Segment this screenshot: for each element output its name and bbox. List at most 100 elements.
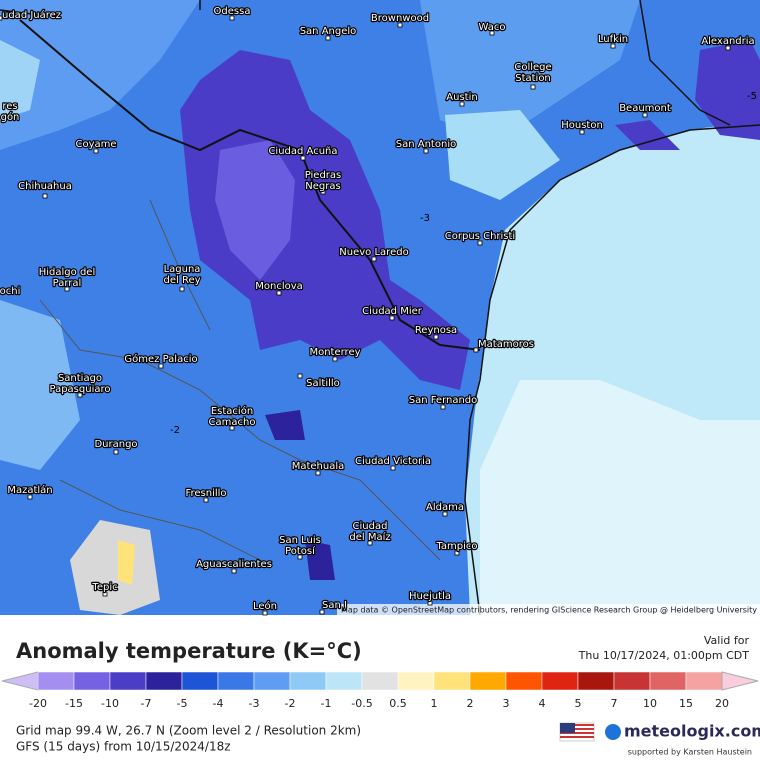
legend-cell bbox=[325, 671, 363, 691]
legend-tick: -5 bbox=[177, 697, 188, 710]
place-label: Matamoros bbox=[478, 339, 534, 350]
legend-cell bbox=[469, 671, 507, 691]
place-dot bbox=[367, 540, 373, 546]
support: supported by Karsten Haustein bbox=[628, 748, 752, 757]
place-label: Aldama bbox=[426, 502, 464, 513]
legend-cell bbox=[37, 671, 75, 691]
legend-tick: 4 bbox=[539, 697, 546, 710]
sea bbox=[480, 380, 760, 615]
place-dot bbox=[229, 15, 235, 21]
place-label: Houston bbox=[561, 120, 603, 131]
border bbox=[0, 0, 731, 126]
place-label: Potosí bbox=[285, 545, 316, 557]
legend-tick: -0.5 bbox=[351, 697, 372, 710]
place-label: Fresnillo bbox=[185, 488, 226, 499]
legend-tick: -20 bbox=[29, 697, 47, 710]
place-label: Odessa bbox=[214, 6, 251, 17]
legend-cell bbox=[73, 671, 111, 691]
place-dot bbox=[231, 568, 237, 574]
place-dot bbox=[442, 511, 448, 517]
model-info: GFS (15 days) from 10/15/2024/18z bbox=[16, 740, 231, 754]
contour-label: -3 bbox=[420, 213, 430, 224]
legend-cell bbox=[145, 671, 183, 691]
legend-tick: 7 bbox=[611, 697, 618, 710]
legend-arrow bbox=[721, 671, 759, 691]
place-label: Lufkin bbox=[598, 34, 628, 45]
place-dot bbox=[0, 15, 3, 21]
attribution: Map data © OpenStreetMap contributors, r… bbox=[341, 606, 757, 615]
place-label: San J bbox=[322, 600, 347, 611]
place-dot bbox=[423, 148, 429, 154]
legend-tick: -10 bbox=[101, 697, 119, 710]
place-label: San Antonio bbox=[396, 139, 456, 150]
place-dot bbox=[319, 609, 325, 615]
place-label: Tepic bbox=[91, 582, 117, 593]
place-label: Laguna bbox=[164, 264, 201, 275]
place-dot bbox=[102, 591, 108, 597]
place-label: Chihuahua bbox=[18, 181, 72, 192]
place-dot bbox=[477, 240, 483, 246]
place-label: Alexandria bbox=[701, 36, 754, 47]
place-dot bbox=[325, 35, 331, 41]
brand: meteologix.com bbox=[624, 722, 760, 741]
place-label: Austin bbox=[446, 92, 477, 103]
place-label: ochi bbox=[0, 286, 20, 297]
place-label: Waco bbox=[479, 22, 506, 33]
place-dot bbox=[433, 334, 439, 340]
place-label: del Rey bbox=[163, 275, 200, 286]
legend-tick: 20 bbox=[715, 697, 729, 710]
place-label: Reynosa bbox=[415, 325, 457, 336]
legend-tick: 2 bbox=[467, 697, 474, 710]
legend-tick: -1 bbox=[321, 697, 332, 710]
legend-title: Anomaly temperature (K=°C) bbox=[16, 639, 362, 663]
legend-cell bbox=[433, 671, 471, 691]
cold-anomaly bbox=[615, 120, 680, 150]
valid-time: Thu 10/17/2024, 01:00pm CDT bbox=[578, 649, 750, 662]
map bbox=[0, 0, 760, 616]
cold-anomaly bbox=[215, 140, 295, 280]
place-label: Ciudad Mier bbox=[362, 306, 423, 317]
place-label: Coyame bbox=[75, 139, 116, 150]
legend-tick: 10 bbox=[643, 697, 657, 710]
place-dot bbox=[42, 193, 48, 199]
place-dot bbox=[27, 494, 33, 500]
legend-tick: 0.5 bbox=[389, 697, 407, 710]
place-label: Brownwood bbox=[371, 13, 429, 24]
legend-cell bbox=[541, 671, 579, 691]
place-label: del Maíz bbox=[349, 531, 390, 543]
place-dot bbox=[229, 425, 235, 431]
terrain bbox=[445, 110, 560, 200]
terrain bbox=[0, 0, 200, 150]
place-dot bbox=[332, 356, 338, 362]
place-label: Nuevo Laredo bbox=[339, 247, 408, 258]
place-label: Ciudad bbox=[353, 521, 388, 532]
place-dot bbox=[203, 497, 209, 503]
legend-cell bbox=[613, 671, 651, 691]
place-label: San Angelo bbox=[300, 26, 357, 37]
grid-info: Grid map 99.4 W, 26.7 N (Zoom level 2 / … bbox=[16, 724, 361, 738]
place-label: Durango bbox=[94, 439, 137, 450]
place-dot bbox=[179, 286, 185, 292]
place-dot bbox=[297, 373, 303, 379]
place-dot bbox=[390, 465, 396, 471]
legend-tick: -3 bbox=[249, 697, 260, 710]
legend-cell bbox=[505, 671, 543, 691]
contour-label: -2 bbox=[170, 425, 180, 436]
legend-tick: 5 bbox=[575, 697, 582, 710]
contour-label: -5 bbox=[747, 91, 757, 102]
place-label: Santiago bbox=[58, 373, 102, 384]
place-label: Ciudad Acuña bbox=[268, 146, 337, 157]
border bbox=[19, 19, 481, 351]
flag-canton bbox=[560, 723, 575, 733]
cold-anomaly bbox=[265, 410, 335, 580]
place-label: Tampico bbox=[435, 541, 477, 552]
place-dot bbox=[300, 155, 306, 161]
terrain bbox=[420, 0, 640, 140]
place-dot bbox=[454, 550, 460, 556]
place-dot bbox=[276, 290, 282, 296]
legend-tick: 15 bbox=[679, 697, 693, 710]
place-label: Matehuala bbox=[292, 461, 345, 472]
place-label: San Luis bbox=[279, 535, 321, 546]
place-label: Papasquiaro bbox=[50, 384, 111, 395]
